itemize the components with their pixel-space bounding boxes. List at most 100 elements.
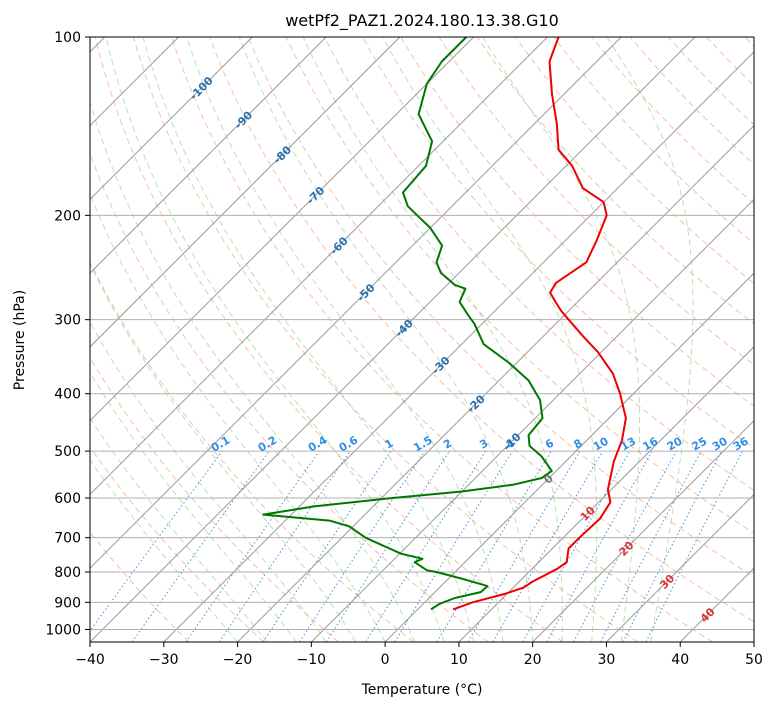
dry-adiabat-line — [90, 152, 489, 642]
x-tick-label: −30 — [149, 652, 179, 668]
x-tick-label: 40 — [671, 652, 689, 668]
mixing-ratio-line — [325, 450, 450, 642]
isotherm-line — [90, 37, 401, 348]
y-tick-label: 100 — [54, 30, 81, 46]
mixing-ratio-line — [90, 450, 223, 632]
mixing-ratio-line — [492, 450, 604, 642]
mixing-ratio-line — [522, 450, 631, 642]
y-axis: 100 200 300 400 500 600 700 800 900 1000 — [45, 30, 90, 638]
moist-adiabat-line — [606, 37, 694, 642]
dry-adiabat-line — [247, 37, 754, 578]
y-tick-label: 700 — [54, 531, 81, 547]
moist-adiabat-line — [90, 192, 386, 642]
isotherm-line — [753, 641, 754, 642]
isotherm-line — [90, 37, 475, 422]
moist-adiabat-line — [90, 371, 297, 642]
moist-adiabat-line — [90, 459, 238, 642]
dry-adiabat-line — [744, 37, 754, 48]
isotherm-line — [532, 419, 754, 642]
isotherm-line — [458, 346, 754, 642]
mixing-ratio-line — [218, 450, 351, 642]
mixing-ratio-line — [262, 450, 392, 642]
isotherm-line — [90, 37, 548, 496]
x-axis-label: Temperature (°C) — [361, 682, 483, 698]
dry-adiabat-line — [400, 37, 754, 407]
dry-adiabat-line — [629, 37, 754, 165]
mixing-ratio-line — [436, 450, 552, 642]
mixing-ratio-label: 6 — [543, 436, 556, 451]
x-tick-label: 10 — [450, 652, 468, 668]
isotherm-line — [679, 567, 754, 642]
x-tick-label: −10 — [297, 652, 327, 668]
dry-adiabat-line — [553, 37, 754, 245]
mixing-ratio-line — [131, 450, 270, 642]
chart-title: wetPf2_PAZ1.2024.180.13.38.G10 — [285, 11, 559, 31]
dry-adiabat-line — [323, 37, 754, 491]
dry-adiabat-line — [667, 37, 754, 126]
y-tick-label: 500 — [54, 444, 81, 460]
mixing-ratio-line — [365, 450, 487, 642]
background-lines — [90, 37, 754, 642]
x-tick-label: 50 — [745, 652, 763, 668]
mixing-ratio-line — [299, 450, 426, 642]
dry-adiabat-line — [438, 37, 754, 366]
moist-adiabat-line — [90, 262, 357, 642]
moist-adiabat-line — [142, 37, 475, 642]
isotherm-label: -100 — [187, 74, 216, 103]
dry-adiabat-line — [706, 37, 754, 87]
isotherm-line — [90, 37, 253, 201]
mixing-ratio-line — [600, 450, 702, 642]
isotherm-line — [90, 37, 622, 569]
mixing-ratio-line — [394, 450, 513, 642]
dry-adiabat-line — [90, 531, 190, 642]
y-tick-label: 400 — [54, 387, 81, 403]
isotherm-line — [163, 51, 754, 642]
mixing-ratio-line — [467, 450, 581, 642]
dry-adiabat-line — [90, 356, 339, 642]
moist-adiabat-line — [302, 37, 563, 642]
y-tick-label: 600 — [54, 491, 81, 507]
y-tick-label: 200 — [54, 208, 81, 224]
y-tick-label: 800 — [54, 565, 81, 581]
y-tick-label: 900 — [54, 595, 81, 611]
mixing-ratio-line — [573, 450, 677, 642]
moist-adiabat-line — [482, 37, 640, 642]
x-tick-label: −20 — [223, 652, 253, 668]
mixing-ratio-line — [546, 450, 653, 642]
isotherm-line — [310, 198, 754, 642]
x-tick-label: 20 — [524, 652, 542, 668]
plot-frame — [89, 36, 755, 643]
moist-adiabat-line — [238, 37, 534, 642]
x-tick-label: 0 — [381, 652, 390, 668]
temperature-profile-line — [452, 37, 627, 611]
series-lines — [262, 37, 627, 611]
isotherm-line — [606, 493, 754, 642]
x-tick-label: 30 — [598, 652, 616, 668]
moist-adiabat-line — [186, 37, 504, 642]
moist-adiabat-line — [382, 37, 598, 642]
y-tick-label: 300 — [54, 313, 81, 329]
x-axis: −40 −30 −20 −10 0 10 20 30 40 50 — [75, 642, 763, 668]
dry-adiabat-line — [515, 37, 754, 285]
isotherm-line — [90, 37, 696, 642]
dry-adiabat-line — [209, 37, 754, 623]
mixing-ratio-label: 2 — [441, 437, 454, 452]
y-axis-label: Pressure (hPa) — [12, 290, 28, 390]
dry-adiabat-line — [90, 260, 414, 642]
isotherm-line — [384, 272, 754, 642]
dry-adiabat-line — [90, 446, 265, 642]
isotherm-line — [237, 124, 754, 642]
moist-adiabat-line — [90, 417, 268, 642]
y-tick-label: 1000 — [45, 622, 81, 638]
dewpoint-profile-line — [262, 37, 553, 611]
mixing-ratio-line — [185, 450, 320, 642]
grid-lines — [90, 37, 754, 642]
dry-adiabat-line — [132, 37, 639, 642]
line-labels: 0.1 0.2 0.4 0.6 1 1.5 2 3 4 6 8 10 13 16 20 25 30 36-100-… — [187, 74, 751, 625]
isotherm-line — [90, 37, 327, 274]
dry-adiabat-line — [94, 37, 564, 642]
moist-adiabat-line — [105, 37, 445, 642]
x-tick-label: −40 — [75, 652, 105, 668]
moist-adiabat-line — [90, 321, 327, 642]
